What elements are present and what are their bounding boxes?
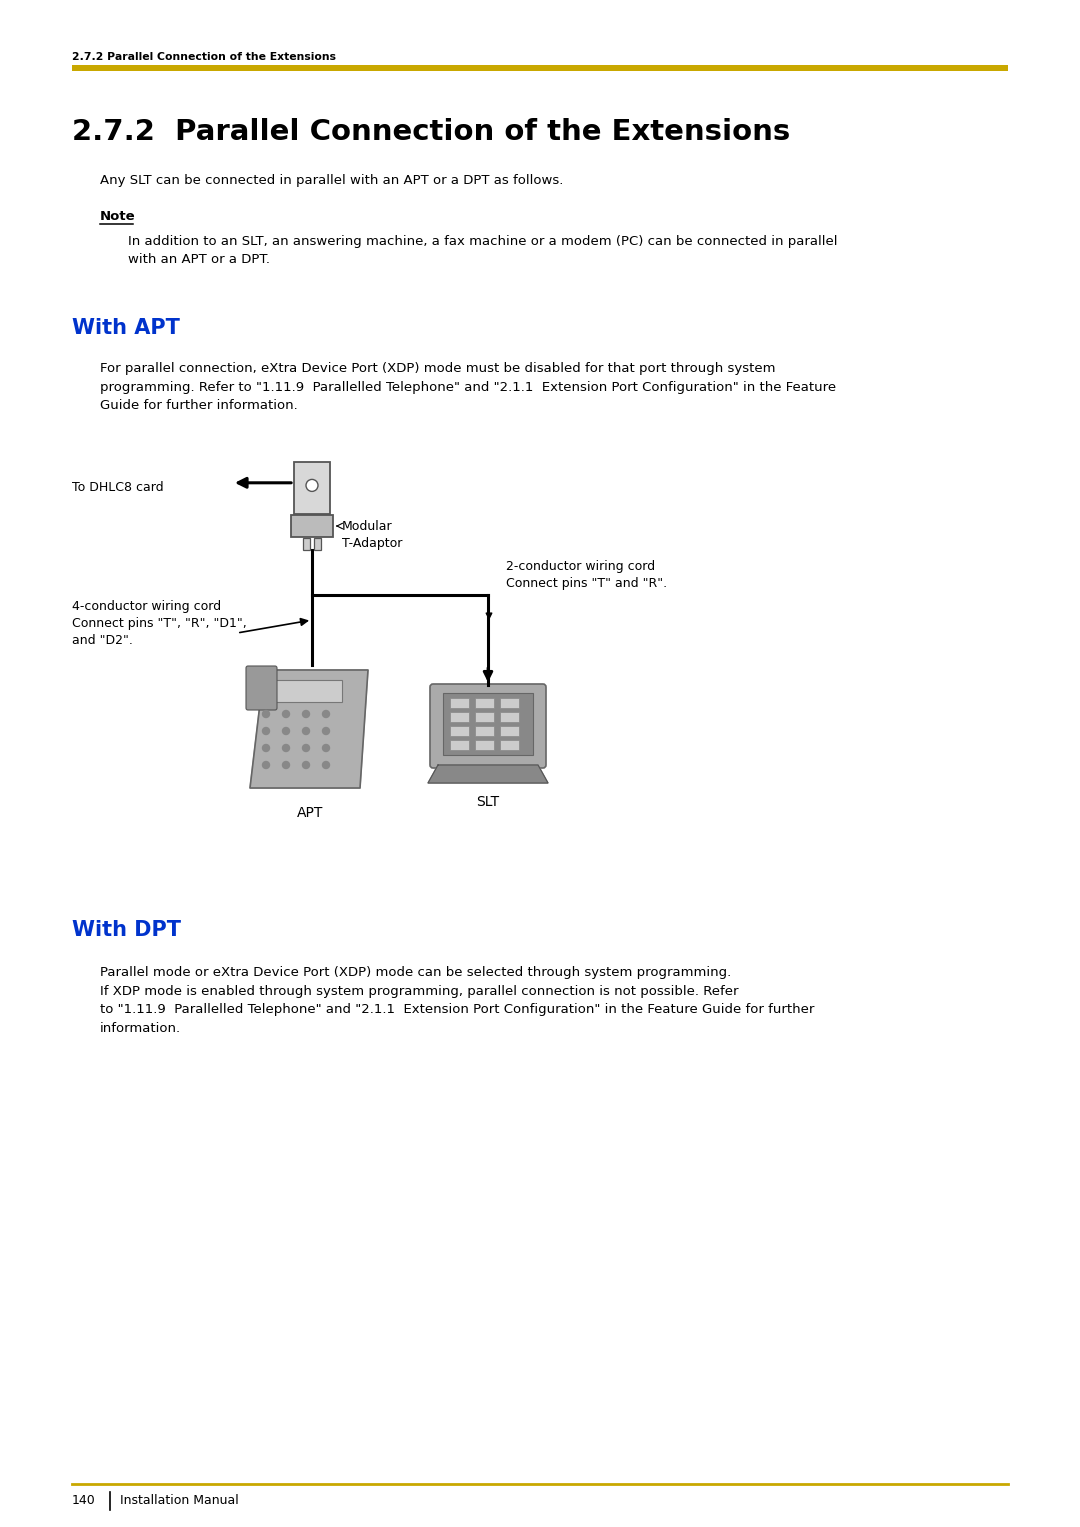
Text: With DPT: With DPT: [72, 919, 181, 941]
Circle shape: [302, 727, 310, 734]
Circle shape: [283, 727, 289, 734]
Text: APT: APT: [297, 806, 323, 820]
Text: Any SLT can be connected in parallel with an APT or a DPT as follows.: Any SLT can be connected in parallel wit…: [100, 174, 564, 186]
Text: For parallel connection, eXtra Device Port (XDP) mode must be disabled for that : For parallel connection, eXtra Device Po…: [100, 362, 836, 412]
FancyBboxPatch shape: [430, 684, 546, 768]
Bar: [475, 698, 494, 709]
Bar: [500, 712, 519, 722]
Bar: [475, 712, 494, 722]
Text: Modular
T-Adaptor: Modular T-Adaptor: [342, 521, 403, 550]
Text: 4-conductor wiring cord
Connect pins "T", "R", "D1",
and "D2".: 4-conductor wiring cord Connect pins "T"…: [72, 600, 246, 647]
Bar: [500, 725, 519, 736]
Circle shape: [323, 727, 329, 734]
Polygon shape: [428, 765, 548, 783]
Text: 2.7.2 Parallel Connection of the Extensions: 2.7.2 Parallel Connection of the Extensi…: [72, 52, 336, 63]
Text: To DHLC8 card: To DHLC8 card: [72, 481, 164, 495]
Bar: [450, 741, 469, 750]
Bar: [291, 515, 333, 538]
Circle shape: [323, 745, 329, 751]
Text: SLT: SLT: [476, 796, 500, 809]
Bar: [443, 693, 534, 754]
Circle shape: [262, 710, 270, 718]
FancyBboxPatch shape: [246, 666, 276, 710]
Text: Note: Note: [100, 211, 136, 223]
Bar: [72, 64, 1008, 70]
Circle shape: [323, 710, 329, 718]
Bar: [450, 698, 469, 709]
Circle shape: [262, 762, 270, 768]
Text: 2-conductor wiring cord
Connect pins "T" and "R".: 2-conductor wiring cord Connect pins "T"…: [507, 560, 667, 589]
Circle shape: [302, 745, 310, 751]
Text: Installation Manual: Installation Manual: [120, 1495, 239, 1507]
Bar: [500, 741, 519, 750]
Text: 140: 140: [72, 1495, 96, 1507]
Text: With APT: With APT: [72, 318, 180, 337]
Circle shape: [323, 762, 329, 768]
Bar: [303, 538, 310, 550]
Circle shape: [262, 745, 270, 751]
Bar: [314, 538, 321, 550]
Circle shape: [262, 727, 270, 734]
Text: Parallel mode or eXtra Device Port (XDP) mode can be selected through system pro: Parallel mode or eXtra Device Port (XDP)…: [100, 967, 814, 1034]
Circle shape: [302, 762, 310, 768]
Circle shape: [283, 745, 289, 751]
Circle shape: [283, 710, 289, 718]
Text: In addition to an SLT, an answering machine, a fax machine or a modem (PC) can b: In addition to an SLT, an answering mach…: [129, 235, 837, 266]
Circle shape: [306, 479, 318, 492]
Bar: [475, 725, 494, 736]
Bar: [294, 463, 330, 515]
Circle shape: [283, 762, 289, 768]
Bar: [475, 741, 494, 750]
Text: 2.7.2  Parallel Connection of the Extensions: 2.7.2 Parallel Connection of the Extensi…: [72, 118, 791, 147]
Circle shape: [302, 710, 310, 718]
Bar: [450, 725, 469, 736]
Bar: [500, 698, 519, 709]
Bar: [450, 712, 469, 722]
Bar: [272, 680, 342, 702]
Polygon shape: [249, 670, 368, 788]
